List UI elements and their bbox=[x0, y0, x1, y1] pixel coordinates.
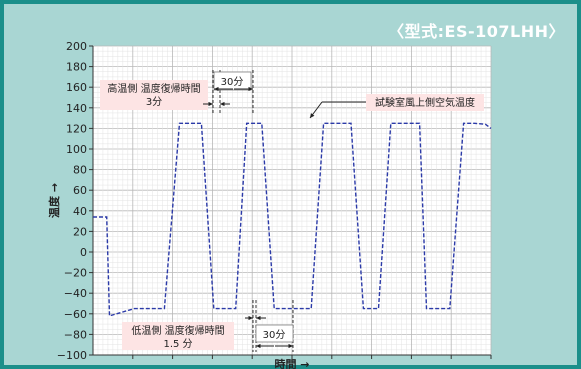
y-tick-label: −40 bbox=[64, 287, 87, 300]
y-tick-label: −20 bbox=[64, 267, 87, 280]
y-tick-label: 20 bbox=[73, 225, 87, 238]
y-tick-label: 0 bbox=[80, 246, 87, 259]
annotation-arrowhead bbox=[214, 86, 219, 92]
y-tick-label: −100 bbox=[57, 349, 87, 362]
high-temp-recovery-label bbox=[100, 80, 208, 110]
low-30min-box bbox=[255, 324, 294, 343]
y-tick-label: 140 bbox=[66, 102, 87, 115]
low-30min-label: 30分 bbox=[263, 329, 286, 341]
high-temp-recovery-label-text: 高温側 温度復帰時間 bbox=[107, 82, 200, 95]
y-tick-label: 200 bbox=[66, 40, 87, 53]
y-tick-label: 100 bbox=[66, 143, 87, 156]
y-tick-label: 60 bbox=[73, 184, 87, 197]
y-tick-label: 180 bbox=[66, 61, 87, 74]
y-tick-label: 120 bbox=[66, 122, 87, 135]
low-temp-recovery-label-text: 低温側 温度復帰時間 bbox=[131, 324, 224, 337]
high-30min-label: 30分 bbox=[221, 76, 244, 88]
y-tick-label: 80 bbox=[73, 164, 87, 177]
low-temp-recovery-label bbox=[122, 322, 234, 350]
series-callout-text: 試験室風上側空気温度 bbox=[375, 96, 475, 109]
series-callout bbox=[366, 94, 484, 111]
annotation-arrowhead bbox=[288, 343, 293, 349]
annotation-arrowhead bbox=[256, 343, 261, 349]
y-tick-label: 160 bbox=[66, 81, 87, 94]
annotation-arrowhead bbox=[256, 315, 261, 321]
y-tick-label: 40 bbox=[73, 205, 87, 218]
annotation-arrowhead bbox=[208, 101, 213, 107]
series-line bbox=[93, 122, 492, 317]
low-temp-recovery-label-text: 1.5 分 bbox=[163, 338, 192, 350]
annotation-arrowhead bbox=[248, 86, 253, 92]
y-tick-label: −60 bbox=[64, 308, 87, 321]
annotation-arrowhead bbox=[220, 101, 225, 107]
annotation-arrowhead bbox=[248, 315, 253, 321]
y-axis-label: 温度 → bbox=[47, 183, 61, 218]
high-temp-recovery-label-text: 3分 bbox=[146, 96, 162, 108]
x-axis-label: 時間 → bbox=[274, 357, 309, 369]
y-tick-label: −80 bbox=[64, 328, 87, 341]
annotation-arrowhead bbox=[310, 113, 315, 118]
model-label: 〈型式:ES-107LHH〉 bbox=[388, 22, 565, 41]
high-30min-box bbox=[213, 71, 252, 91]
